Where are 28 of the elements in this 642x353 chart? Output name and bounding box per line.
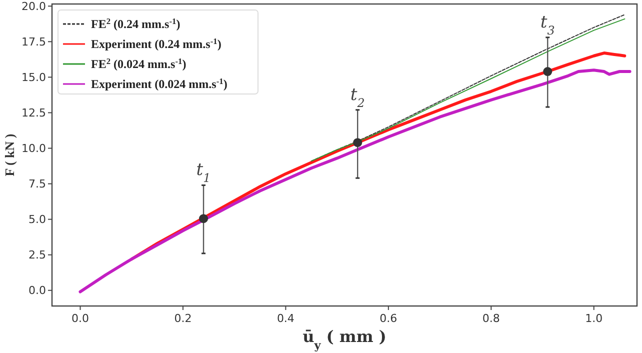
y-tick-label: 20.0 (22, 0, 46, 13)
point (353, 138, 362, 148)
legend-label: Experiment (0.024 mm.s$^{-1}$) (91, 76, 228, 91)
point (543, 67, 552, 76)
annotation: t$_{3}$ (540, 12, 555, 38)
legend-label: FE$^{2}$ (0.024 mm.s$^{-1}$) (91, 56, 186, 71)
x-tick-label: 0.4 (276, 312, 294, 325)
x-tick-label: 1.0 (585, 312, 603, 325)
x-axis-title: ū$_{y}$ ( mm ) (302, 327, 386, 352)
x-tick-label: 0.6 (380, 312, 398, 325)
y-tick-label: 15.0 (22, 71, 46, 84)
annotation: t$_{1}$ (196, 160, 211, 186)
legend-label: Experiment (0.24 mm.s$^{-1}$) (91, 36, 222, 51)
y-tick-label: 7.5 (28, 178, 46, 191)
annotation: t$_{2}$ (350, 84, 365, 110)
x-tick-label: 0.0 (72, 312, 89, 325)
legend-label: FE$^{2}$ (0.24 mm.s$^{-1}$) (91, 16, 180, 31)
y-tick-label: 10.0 (22, 142, 46, 156)
x-tick-label: 0.2 (174, 312, 192, 325)
y-tick-label: 5.0 (28, 213, 46, 226)
line-series (78, 68, 632, 294)
y-axis-title: F ( kN ) (2, 134, 17, 176)
y-tick-label: 17.5 (22, 36, 46, 49)
y-tick-label: 0.0 (28, 284, 46, 298)
point (199, 214, 208, 224)
x-tick-label: 0.8 (482, 312, 500, 325)
y-tick-label: 2.5 (28, 248, 46, 262)
y-tick-label: 12.5 (22, 106, 46, 120)
